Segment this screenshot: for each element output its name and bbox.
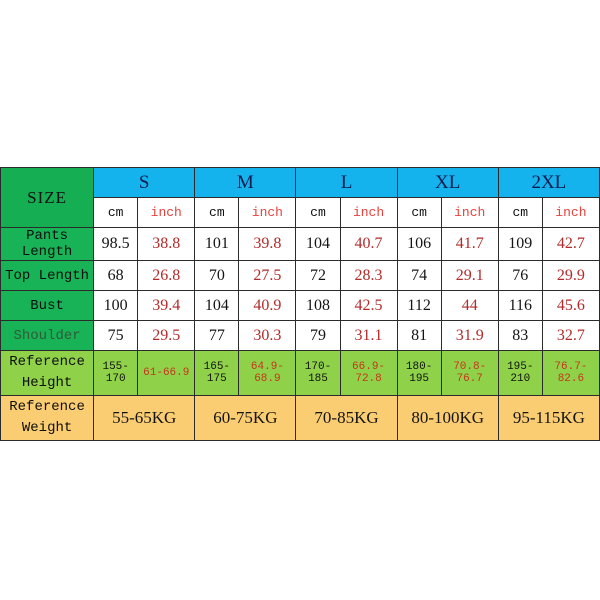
cell-bust-s-in: 39.4 — [137, 290, 196, 321]
cell-pants-length-s-in: 38.8 — [137, 227, 196, 261]
cell-ref-weight-xl: 80-100KG — [396, 395, 499, 441]
cell-shoulder-2xl-in: 32.7 — [541, 320, 600, 351]
cell-shoulder-l-cm: 79 — [295, 320, 341, 351]
size-header-xl: XL — [396, 167, 499, 198]
unit-inch-s: inch — [137, 197, 196, 228]
cell-top-length-m-cm: 70 — [194, 260, 240, 291]
unit-cm-m: cm — [194, 197, 240, 228]
unit-cm-s: cm — [93, 197, 139, 228]
size-chart-table: SIZE S M L XL 2XL cm inch cm inch cm inc… — [0, 167, 600, 441]
cell-pants-length-2xl-cm: 109 — [497, 227, 543, 261]
size-chart-container: SIZE S M L XL 2XL cm inch cm inch cm inc… — [0, 167, 600, 441]
cell-top-length-2xl-in: 29.9 — [541, 260, 600, 291]
cell-top-length-l-in: 28.3 — [339, 260, 398, 291]
cell-ref-height-2xl-cm: 195-210 — [497, 350, 543, 396]
cell-ref-weight-m: 60-75KG — [194, 395, 297, 441]
cell-ref-height-s-cm: 155-170 — [93, 350, 139, 396]
cell-pants-length-l-cm: 104 — [295, 227, 341, 261]
unit-cm-2xl: cm — [497, 197, 543, 228]
cell-ref-weight-l: 70-85KG — [295, 395, 398, 441]
unit-inch-2xl: inch — [541, 197, 600, 228]
row-label-pants-length: Pants Length — [0, 227, 95, 261]
size-header-2xl: 2XL — [497, 167, 600, 198]
cell-bust-xl-in: 44 — [440, 290, 499, 321]
row-label-bust: Bust — [0, 290, 95, 321]
cell-top-length-l-cm: 72 — [295, 260, 341, 291]
cell-bust-l-cm: 108 — [295, 290, 341, 321]
cell-ref-height-m-cm: 165-175 — [194, 350, 240, 396]
row-label-shoulder: Shoulder — [0, 320, 95, 351]
unit-inch-m: inch — [238, 197, 297, 228]
cell-bust-m-cm: 104 — [194, 290, 240, 321]
table-row-reference-height: Reference Height 155-170 61-66.9 165-175… — [0, 350, 600, 396]
table-row-units: cm inch cm inch cm inch cm inch cm inch — [1, 197, 600, 228]
cell-ref-height-m-in: 64.9-68.9 — [238, 350, 297, 396]
table-row-bust: Bust 100 39.4 104 40.9 108 42.5 112 44 1… — [0, 290, 600, 321]
cell-top-length-xl-cm: 74 — [396, 260, 442, 291]
cell-shoulder-2xl-cm: 83 — [497, 320, 543, 351]
cell-pants-length-2xl-in: 42.7 — [541, 227, 600, 261]
cell-bust-s-cm: 100 — [93, 290, 139, 321]
cell-top-length-s-in: 26.8 — [137, 260, 196, 291]
cell-top-length-s-cm: 68 — [93, 260, 139, 291]
table-row-reference-weight: Reference Weight 55-65KG 60-75KG 70-85KG… — [0, 395, 600, 441]
cell-bust-xl-cm: 112 — [396, 290, 442, 321]
unit-cm-xl: cm — [396, 197, 442, 228]
row-label-top-length: Top Length — [0, 260, 95, 291]
reference-weight-label-line2: Weight — [21, 420, 73, 436]
size-header-m: M — [194, 167, 297, 198]
cell-bust-2xl-in: 45.6 — [541, 290, 600, 321]
cell-shoulder-s-cm: 75 — [93, 320, 139, 351]
size-header-s: S — [93, 167, 196, 198]
cell-ref-height-xl-cm: 180-195 — [396, 350, 442, 396]
cell-ref-weight-2xl: 95-115KG — [497, 395, 600, 441]
cell-pants-length-s-cm: 98.5 — [93, 227, 139, 261]
cell-shoulder-xl-in: 31.9 — [440, 320, 499, 351]
cell-ref-height-l-in: 66.9-72.8 — [339, 350, 398, 396]
cell-ref-height-2xl-in: 76.7-82.6 — [541, 350, 600, 396]
cell-ref-height-xl-in: 70.8-76.7 — [440, 350, 499, 396]
corner-cell-size: SIZE — [0, 167, 95, 228]
reference-height-label-line1: Reference — [9, 354, 85, 370]
cell-top-length-m-in: 27.5 — [238, 260, 297, 291]
cell-pants-length-m-in: 39.8 — [238, 227, 297, 261]
reference-height-label-line2: Height — [21, 375, 73, 391]
size-header-l: L — [295, 167, 398, 198]
table-row-top-length: Top Length 68 26.8 70 27.5 72 28.3 74 29… — [0, 260, 600, 291]
table-row-size-header: SIZE S M L XL 2XL — [0, 167, 600, 228]
reference-weight-label-line1: Reference — [9, 399, 85, 415]
cell-shoulder-l-in: 31.1 — [339, 320, 398, 351]
cell-pants-length-xl-cm: 106 — [396, 227, 442, 261]
cell-bust-l-in: 42.5 — [339, 290, 398, 321]
cell-bust-2xl-cm: 116 — [497, 290, 543, 321]
row-label-reference-height: Reference Height — [0, 350, 95, 396]
cell-pants-length-m-cm: 101 — [194, 227, 240, 261]
cell-ref-weight-s: 55-65KG — [93, 395, 196, 441]
cell-pants-length-xl-in: 41.7 — [440, 227, 499, 261]
unit-inch-xl: inch — [440, 197, 499, 228]
cell-shoulder-xl-cm: 81 — [396, 320, 442, 351]
table-row-shoulder: Shoulder 75 29.5 77 30.3 79 31.1 81 31.9… — [0, 320, 600, 351]
row-label-reference-weight: Reference Weight — [0, 395, 95, 441]
cell-shoulder-s-in: 29.5 — [137, 320, 196, 351]
table-row-pants-length: Pants Length 98.5 38.8 101 39.8 104 40.7… — [0, 227, 600, 261]
cell-top-length-xl-in: 29.1 — [440, 260, 499, 291]
unit-inch-l: inch — [339, 197, 398, 228]
unit-cm-l: cm — [295, 197, 341, 228]
cell-shoulder-m-cm: 77 — [194, 320, 240, 351]
cell-shoulder-m-in: 30.3 — [238, 320, 297, 351]
cell-top-length-2xl-cm: 76 — [497, 260, 543, 291]
cell-pants-length-l-in: 40.7 — [339, 227, 398, 261]
cell-bust-m-in: 40.9 — [238, 290, 297, 321]
cell-ref-height-s-in: 61-66.9 — [137, 350, 196, 396]
cell-ref-height-l-cm: 170-185 — [295, 350, 341, 396]
